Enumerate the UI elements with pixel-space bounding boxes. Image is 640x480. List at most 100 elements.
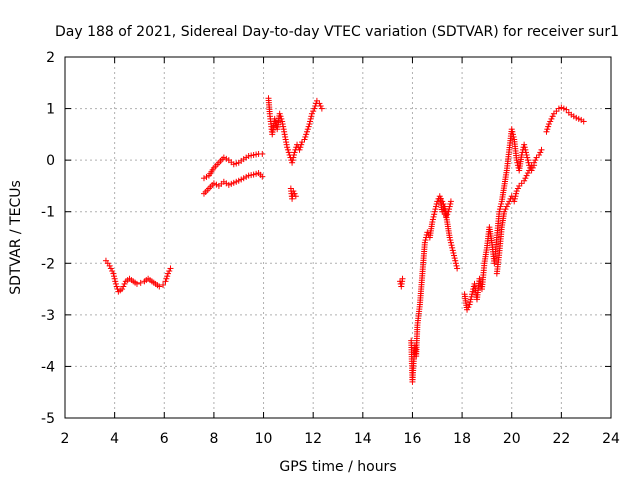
data-point bbox=[452, 260, 459, 267]
data-point bbox=[421, 239, 428, 246]
data-point bbox=[399, 275, 406, 282]
y-tick-label: -1 bbox=[41, 205, 55, 221]
data-point bbox=[469, 291, 476, 298]
y-tick-label: -5 bbox=[41, 411, 55, 427]
x-axis-label: GPS time / hours bbox=[279, 459, 396, 475]
data-point bbox=[298, 141, 305, 148]
data-point bbox=[284, 146, 291, 153]
y-axis-label: SDTVAR / TECUs bbox=[8, 180, 24, 295]
data-point bbox=[446, 234, 453, 241]
data-point bbox=[431, 208, 438, 215]
data-point bbox=[508, 126, 515, 133]
data-point bbox=[430, 213, 437, 220]
data-point bbox=[112, 278, 119, 285]
y-tick-label: 1 bbox=[46, 102, 55, 118]
data-point bbox=[308, 113, 315, 120]
data-point bbox=[163, 275, 170, 282]
y-tick-label: 2 bbox=[46, 50, 55, 66]
data-point bbox=[501, 208, 508, 215]
data-point bbox=[303, 131, 310, 138]
data-point bbox=[496, 206, 503, 213]
data-point bbox=[524, 154, 531, 161]
data-point bbox=[521, 141, 528, 148]
data-points bbox=[102, 95, 587, 385]
data-point bbox=[512, 193, 519, 200]
data-point bbox=[521, 177, 528, 184]
data-point bbox=[563, 106, 570, 113]
data-point bbox=[302, 133, 309, 140]
data-point bbox=[452, 257, 459, 264]
x-tick-label: 18 bbox=[453, 431, 471, 447]
data-point bbox=[277, 113, 284, 120]
data-point bbox=[549, 113, 556, 120]
data-point bbox=[304, 126, 311, 133]
data-point bbox=[449, 244, 456, 251]
data-point bbox=[447, 239, 454, 246]
x-tick-label: 24 bbox=[602, 431, 620, 447]
data-point bbox=[524, 170, 531, 177]
data-point bbox=[290, 188, 297, 195]
data-point bbox=[291, 149, 298, 156]
data-point bbox=[316, 100, 323, 107]
data-point bbox=[166, 268, 173, 275]
data-point bbox=[121, 280, 128, 287]
data-point bbox=[296, 146, 303, 153]
data-point bbox=[432, 206, 439, 213]
chart-title: Day 188 of 2021, Sidereal Day-to-day VTE… bbox=[55, 24, 619, 40]
data-point bbox=[120, 283, 127, 290]
data-point bbox=[137, 279, 144, 286]
data-point bbox=[305, 123, 312, 130]
data-point bbox=[451, 255, 458, 262]
data-point bbox=[429, 216, 436, 223]
data-point bbox=[297, 144, 304, 151]
data-point bbox=[510, 133, 517, 140]
data-point bbox=[164, 270, 171, 277]
data-point bbox=[439, 198, 446, 205]
data-point bbox=[301, 136, 308, 143]
x-tick-label: 14 bbox=[354, 431, 372, 447]
data-point bbox=[112, 280, 119, 287]
data-point bbox=[276, 110, 283, 117]
data-point bbox=[509, 128, 516, 135]
data-point bbox=[467, 296, 474, 303]
data-point bbox=[318, 105, 325, 112]
data-point bbox=[292, 193, 299, 200]
data-point bbox=[522, 146, 529, 153]
data-point bbox=[303, 128, 310, 135]
data-point bbox=[543, 128, 550, 135]
data-point bbox=[526, 167, 533, 174]
data-point bbox=[291, 190, 298, 197]
data-point bbox=[111, 273, 118, 280]
y-tick-label: -2 bbox=[41, 256, 55, 272]
data-point bbox=[502, 206, 509, 213]
data-point bbox=[167, 265, 174, 272]
data-point bbox=[453, 262, 460, 269]
data-point bbox=[532, 157, 539, 164]
data-point bbox=[468, 293, 475, 300]
data-point bbox=[290, 154, 297, 161]
data-point bbox=[513, 190, 520, 197]
data-point bbox=[505, 200, 512, 207]
data-point bbox=[424, 229, 431, 236]
data-point bbox=[431, 211, 438, 218]
data-point bbox=[522, 175, 529, 182]
data-point bbox=[106, 262, 113, 269]
x-tick-label: 20 bbox=[503, 431, 521, 447]
data-point bbox=[284, 144, 291, 151]
data-point bbox=[503, 203, 510, 210]
data-point bbox=[290, 151, 297, 158]
data-point bbox=[522, 149, 529, 156]
data-point bbox=[447, 198, 454, 205]
data-point bbox=[308, 110, 315, 117]
data-point bbox=[545, 121, 552, 128]
data-point bbox=[509, 131, 516, 138]
data-point bbox=[467, 298, 474, 305]
data-point bbox=[514, 185, 521, 192]
data-point bbox=[511, 198, 518, 205]
data-point bbox=[498, 200, 505, 207]
x-tick-label: 10 bbox=[255, 431, 273, 447]
x-tick-label: 8 bbox=[209, 431, 218, 447]
data-point bbox=[278, 115, 285, 122]
data-point bbox=[527, 164, 534, 171]
